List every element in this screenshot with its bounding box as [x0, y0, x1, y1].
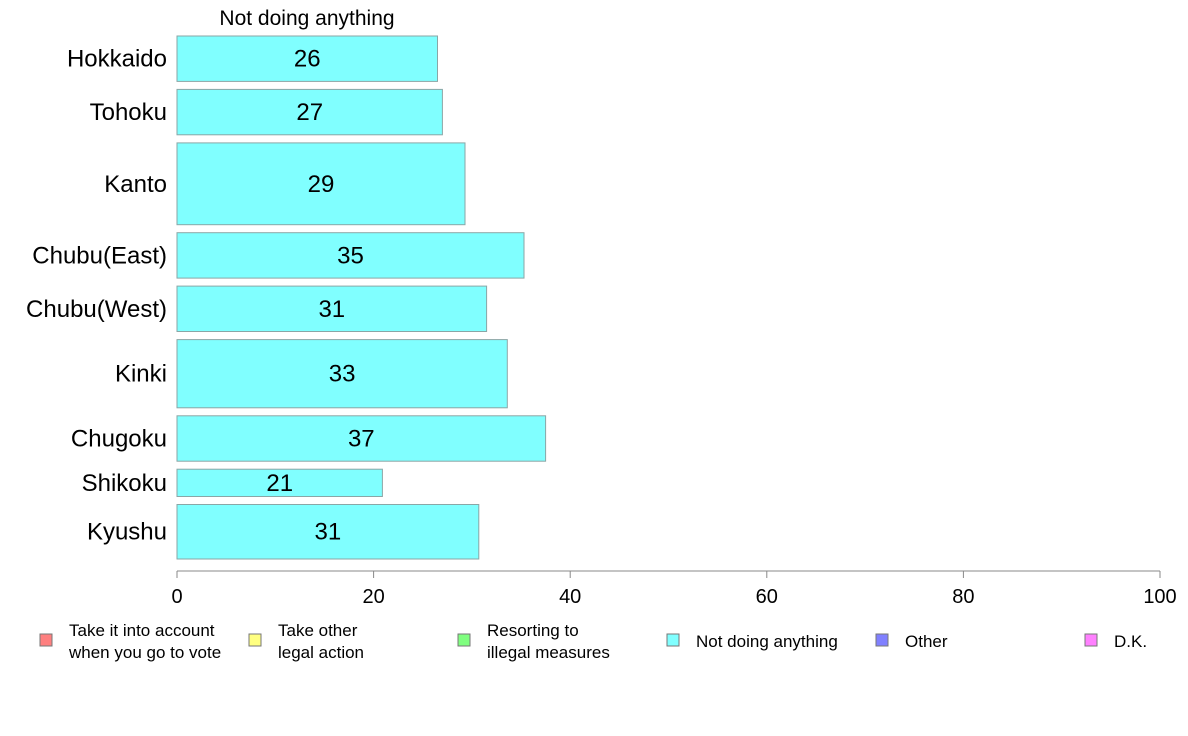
legend-label: Not doing anything — [696, 632, 838, 651]
legend-swatch — [457, 633, 471, 647]
legend-swatch — [1084, 633, 1098, 647]
category-label: Chubu(East) — [32, 242, 167, 269]
x-tick-label: 60 — [756, 586, 778, 608]
x-tick-label: 80 — [952, 586, 974, 608]
data-label: 21 — [266, 470, 293, 497]
bar-kyushu — [176, 504, 480, 560]
data-label: 37 — [348, 426, 375, 453]
category-label: Shikoku — [82, 470, 167, 497]
bar-chubu-west- — [176, 285, 488, 333]
legend-swatch — [666, 633, 680, 647]
legend-label: Other — [905, 632, 948, 651]
bar-hokkaido — [176, 35, 438, 82]
data-label: 26 — [294, 46, 321, 73]
x-tick-label: 0 — [171, 586, 182, 608]
category-label: Kyushu — [87, 519, 167, 546]
data-label: 31 — [315, 519, 342, 546]
data-label: 33 — [329, 361, 356, 388]
x-tick-label: 20 — [362, 586, 384, 608]
legend: Take it into account when you go to vote T… — [39, 621, 1147, 662]
legend-label: Resorting to — [487, 621, 579, 640]
category-label: Kinki — [115, 361, 167, 388]
legend-label: Take it into account — [69, 621, 215, 640]
bar-chugoku — [176, 415, 547, 462]
x-tick-label: 40 — [559, 586, 581, 608]
legend-label: Take other — [278, 621, 358, 640]
bar-tohoku — [176, 88, 443, 136]
x-tick-label: 100 — [1143, 586, 1176, 608]
legend-swatch — [248, 633, 262, 647]
category-label: Kanto — [104, 171, 167, 198]
legend-label: legal action — [278, 643, 364, 662]
data-label: 27 — [296, 99, 323, 126]
category-label: Tohoku — [90, 99, 167, 126]
bar-kanto — [176, 142, 466, 226]
data-label: 31 — [318, 296, 345, 323]
legend-label: illegal measures — [487, 643, 610, 662]
bars-group: Hokkaido 26 Tohoku 27 Kanto 29 Chubu(East) 35 Ch… — [26, 35, 547, 560]
x-axis: 0 20 40 60 80 100 — [171, 570, 1177, 608]
legend-swatch — [39, 633, 53, 647]
bar-chubu-east- — [176, 232, 525, 279]
category-label: Chubu(West) — [26, 296, 167, 323]
bar-kinki — [176, 339, 508, 409]
legend-label: D.K. — [1114, 632, 1147, 651]
data-label: 35 — [337, 242, 364, 269]
chart-title: Not doing anything — [219, 7, 394, 30]
legend-swatch — [875, 633, 889, 647]
category-label: Hokkaido — [67, 46, 167, 73]
category-label: Chugoku — [71, 426, 167, 453]
data-label: 29 — [308, 171, 335, 198]
legend-label: when you go to vote — [68, 643, 221, 662]
bar-shikoku — [176, 468, 383, 498]
